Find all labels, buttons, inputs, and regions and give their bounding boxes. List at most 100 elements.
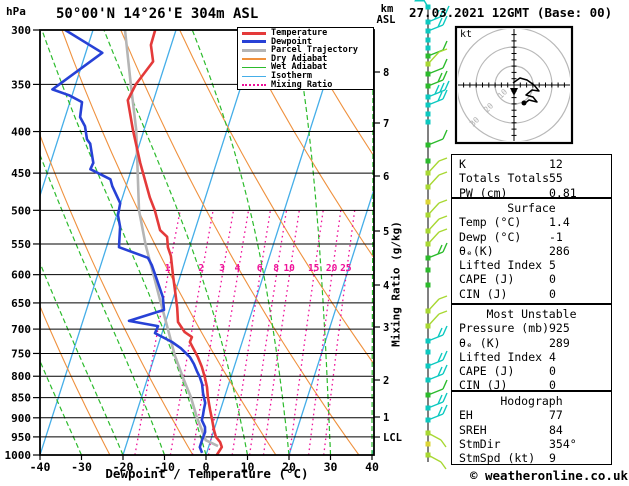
- wind-barb: [425, 441, 431, 447]
- legend-label: Isotherm: [271, 70, 312, 81]
- legend-item-mixing-ratio: Mixing Ratio: [242, 80, 373, 90]
- table-row: Lifted Index 5: [459, 258, 556, 273]
- wind-barb: [425, 199, 448, 218]
- temperature-axis-labels: -40 -30 -20 -10 0 10 20 30 40: [30, 455, 379, 474]
- svg-text:6: 6: [383, 171, 389, 183]
- svg-text:10: 10: [283, 263, 295, 274]
- legend-label: Parcel Trajectory: [271, 45, 358, 56]
- svg-text:350: 350: [11, 78, 31, 91]
- wind-barb: [425, 157, 448, 176]
- wind-barb: [425, 111, 431, 117]
- mixing-ratio-line-swatch: [242, 83, 266, 86]
- table-row: SREH 84: [459, 422, 563, 437]
- wind-barb: [425, 379, 448, 398]
- height-axis-unit-asl: ASL: [376, 14, 396, 26]
- wind-barb: [425, 48, 448, 67]
- table-row: Pressure (mb) 925: [459, 321, 570, 336]
- table-row: CIN (J) 0: [459, 286, 556, 301]
- wind-barb: [425, 129, 448, 148]
- table-header: Surface: [507, 201, 556, 215]
- table-row: Dewp (°C) -1: [459, 229, 563, 244]
- wind-barb: [425, 45, 431, 51]
- legend-item-dewpoint: Dewpoint: [242, 36, 373, 47]
- table-row: CAPE (J) 0: [459, 272, 556, 287]
- svg-text:-40: -40: [30, 460, 51, 474]
- table-row: StmDir 354°: [459, 436, 577, 451]
- table-header: Most Unstable: [486, 307, 577, 321]
- plot-border: [39, 29, 375, 456]
- svg-text:40: 40: [365, 460, 379, 474]
- hodograph-border: [454, 25, 574, 145]
- wind-barb: [425, 5, 450, 25]
- table-row: θₑ (K) 289: [459, 335, 570, 350]
- svg-text:8: 8: [383, 67, 389, 79]
- surface-table: Surface Temp (°C) 1.4 Dewp (°C) -1 θₑ(K) 28…: [451, 198, 612, 304]
- svg-text:2: 2: [198, 263, 204, 274]
- legend-item-temperature: Temperature: [242, 29, 373, 38]
- wind-barb: [425, 325, 448, 344]
- mixing-ratio-lines: [134, 210, 356, 455]
- wind-barb: [425, 70, 448, 89]
- lcl-marker: LCL: [383, 432, 402, 444]
- svg-text:800: 800: [11, 370, 31, 383]
- wind-barb: [425, 89, 448, 108]
- svg-text:3: 3: [219, 263, 225, 274]
- svg-text:0: 0: [203, 460, 210, 474]
- table-row: θₑ(K) 286: [459, 243, 570, 258]
- table-row: EH 77: [459, 408, 563, 423]
- table-row: Lifted Index 4: [459, 349, 556, 364]
- svg-text:20: 20: [326, 263, 338, 274]
- temperature-axis-title: Dewpoint / Temperature (°C): [105, 466, 309, 481]
- wind-barb: [414, 0, 431, 10]
- wind-barb: [425, 228, 448, 247]
- mixing-ratio-labels: 1 2 3 4 6 8 10 15 20 25: [165, 263, 352, 274]
- wind-barb: [425, 158, 431, 164]
- svg-text:1: 1: [165, 263, 171, 274]
- mixing-ratio-axis-title: Mixing Ratio (g/kg): [389, 221, 403, 347]
- indices-table: K 12 Totals Totals 55 PW (cm) 0.81: [451, 154, 612, 200]
- table-row: StmSpd (kt) 9: [459, 451, 556, 466]
- legend-label: Wet Adiabat: [271, 62, 328, 73]
- svg-text:4: 4: [234, 263, 240, 274]
- wind-barb: [425, 199, 431, 205]
- table-row: Temp (°C) 1.4: [459, 215, 570, 230]
- svg-text:30: 30: [324, 460, 338, 474]
- table-row: K 12: [459, 157, 563, 171]
- isotherm-line-swatch: [242, 75, 266, 78]
- parcel-line-swatch: [242, 48, 266, 52]
- wet-adiabat-line-swatch: [242, 66, 266, 69]
- wind-barb: [425, 295, 448, 314]
- wind-barb-column: [414, 0, 450, 470]
- svg-text:700: 700: [11, 323, 31, 336]
- legend-item-isotherm: Isotherm: [242, 72, 373, 81]
- hodograph-trace: [512, 77, 540, 105]
- wind-barb: [425, 392, 448, 411]
- table-row: Totals Totals 55: [459, 171, 563, 186]
- most-unstable-table: Most Unstable Pressure (mb) 925 θₑ (K) 289…: [451, 304, 612, 392]
- pressure-gridlines: [40, 83, 374, 438]
- wind-barb: [425, 267, 431, 273]
- wind-barb: [425, 452, 447, 470]
- table-row: PW (cm) 0.81: [459, 185, 577, 200]
- run-datetime: 27.03.2021 12GMT (Base: 00): [409, 5, 613, 20]
- legend-label: Dewpoint: [271, 36, 312, 47]
- svg-text:-10: -10: [154, 460, 175, 474]
- wind-barb: [425, 350, 448, 369]
- svg-text:2: 2: [383, 375, 389, 387]
- hodograph-ring-label: 20: [482, 101, 495, 114]
- hodograph-table: Hodograph EH 77 SREH 84 StmDir 354° StmSpd …: [451, 391, 612, 465]
- parcel-trajectory-curve: [123, 30, 219, 448]
- svg-text:300: 300: [11, 24, 31, 37]
- table-header: Hodograph: [500, 394, 563, 408]
- wind-barb: [425, 242, 448, 261]
- height-axis-unit-km: km: [380, 3, 394, 15]
- wind-barb: [425, 80, 450, 100]
- svg-text:850: 850: [11, 392, 31, 405]
- svg-text:1: 1: [383, 412, 389, 424]
- dewpoint-line-swatch: [242, 40, 266, 44]
- hodograph-ring-label: 30: [468, 115, 481, 128]
- wind-barb: [425, 310, 448, 329]
- wind-barb: [425, 171, 448, 190]
- wind-barb: [425, 430, 447, 448]
